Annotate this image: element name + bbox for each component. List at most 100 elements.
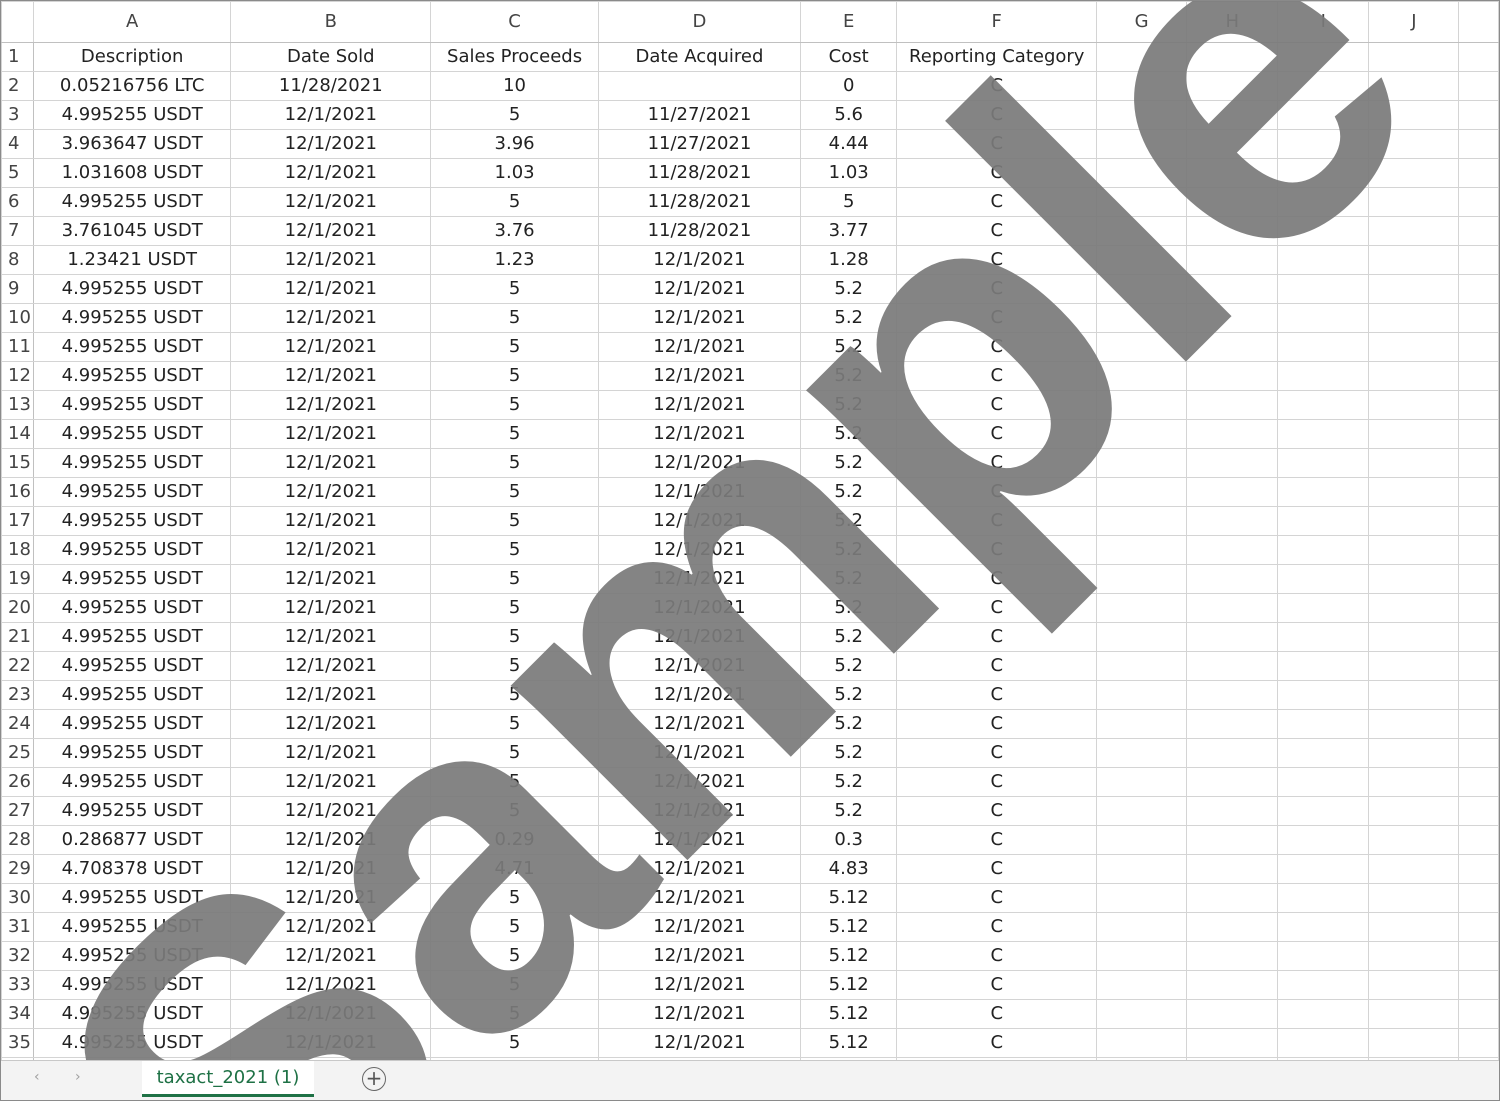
table-cell[interactable]: 1.031608 USDT xyxy=(32,158,232,188)
empty-cell[interactable] xyxy=(1186,999,1279,1029)
table-cell[interactable]: 12/1/2021 xyxy=(230,825,432,855)
table-cell[interactable]: 5.2 xyxy=(800,593,898,623)
table-cell[interactable]: 4.995255 USDT xyxy=(32,535,232,565)
empty-cell[interactable] xyxy=(1277,361,1370,391)
table-cell[interactable] xyxy=(597,71,802,101)
table-cell[interactable]: 5 xyxy=(430,332,599,362)
row-number[interactable]: 27 xyxy=(1,796,34,826)
empty-cell[interactable] xyxy=(1368,680,1460,710)
table-cell[interactable]: 4.995255 USDT xyxy=(32,448,232,478)
table-cell[interactable]: 5.12 xyxy=(800,999,898,1029)
empty-cell[interactable] xyxy=(1096,448,1188,478)
table-cell[interactable]: 5.2 xyxy=(800,303,898,333)
table-cell[interactable]: 12/1/2021 xyxy=(230,680,432,710)
table-cell[interactable]: 5 xyxy=(430,419,599,449)
empty-cell[interactable] xyxy=(1096,274,1188,304)
empty-cell[interactable] xyxy=(1096,390,1188,420)
row-number[interactable]: 20 xyxy=(1,593,34,623)
table-cell[interactable]: 0.286877 USDT xyxy=(32,825,232,855)
table-cell[interactable]: 12/1/2021 xyxy=(230,970,432,1000)
empty-cell[interactable] xyxy=(1277,303,1370,333)
empty-cell[interactable] xyxy=(1458,361,1499,391)
empty-cell[interactable] xyxy=(1368,216,1460,246)
empty-cell[interactable] xyxy=(1368,419,1460,449)
empty-cell[interactable] xyxy=(1368,825,1460,855)
empty-cell[interactable] xyxy=(1458,100,1499,130)
table-cell[interactable]: 0.3 xyxy=(800,825,898,855)
table-cell[interactable]: 5 xyxy=(430,1028,599,1058)
row-number[interactable]: 26 xyxy=(1,767,34,797)
empty-cell[interactable] xyxy=(1368,1028,1460,1058)
table-cell[interactable]: 12/1/2021 xyxy=(597,332,802,362)
table-cell[interactable]: C xyxy=(896,593,1098,623)
empty-cell[interactable] xyxy=(1096,651,1188,681)
table-cell[interactable]: 11/28/2021 xyxy=(230,71,432,101)
table-cell[interactable]: 12/1/2021 xyxy=(230,651,432,681)
row-number[interactable]: 22 xyxy=(1,651,34,681)
empty-cell[interactable] xyxy=(1186,767,1279,797)
table-cell[interactable]: 12/1/2021 xyxy=(230,303,432,333)
table-cell[interactable]: 5.2 xyxy=(800,622,898,652)
table-cell[interactable]: C xyxy=(896,767,1098,797)
empty-cell[interactable] xyxy=(1277,419,1370,449)
table-cell[interactable]: 12/1/2021 xyxy=(597,564,802,594)
table-cell[interactable]: 4.708378 USDT xyxy=(32,854,232,884)
table-cell[interactable]: 12/1/2021 xyxy=(597,419,802,449)
table-cell[interactable]: 5.2 xyxy=(800,448,898,478)
empty-cell[interactable] xyxy=(1186,970,1279,1000)
select-all-corner[interactable] xyxy=(1,1,34,43)
empty-cell[interactable] xyxy=(1368,941,1460,971)
table-cell[interactable]: C xyxy=(896,1028,1098,1058)
empty-cell[interactable] xyxy=(1277,390,1370,420)
empty-cell[interactable] xyxy=(1368,332,1460,362)
empty-cell[interactable] xyxy=(1458,767,1499,797)
table-cell[interactable]: 12/1/2021 xyxy=(230,709,432,739)
table-cell[interactable]: 12/1/2021 xyxy=(597,1028,802,1058)
empty-cell[interactable] xyxy=(1186,564,1279,594)
empty-cell[interactable] xyxy=(1458,71,1499,101)
empty-cell[interactable] xyxy=(1368,912,1460,942)
empty-cell[interactable] xyxy=(1458,535,1499,565)
row-number[interactable]: 9 xyxy=(1,274,34,304)
table-cell[interactable]: C xyxy=(896,303,1098,333)
table-cell[interactable]: 4.995255 USDT xyxy=(32,100,232,130)
table-cell[interactable]: 5.2 xyxy=(800,796,898,826)
add-sheet-icon[interactable]: + xyxy=(362,1067,386,1091)
table-cell[interactable]: 4.995255 USDT xyxy=(32,564,232,594)
empty-cell[interactable] xyxy=(1096,796,1188,826)
table-cell[interactable]: 0.29 xyxy=(430,825,599,855)
table-cell[interactable]: C xyxy=(896,854,1098,884)
row-number[interactable]: 19 xyxy=(1,564,34,594)
table-cell[interactable]: C xyxy=(896,651,1098,681)
table-cell[interactable]: 4.995255 USDT xyxy=(32,274,232,304)
table-cell[interactable]: C xyxy=(896,506,1098,536)
empty-cell[interactable] xyxy=(1277,216,1370,246)
empty-cell[interactable] xyxy=(1186,941,1279,971)
empty-cell[interactable] xyxy=(1277,912,1370,942)
table-cell[interactable]: 12/1/2021 xyxy=(597,622,802,652)
table-cell[interactable]: C xyxy=(896,419,1098,449)
table-cell[interactable]: 4.995255 USDT xyxy=(32,738,232,768)
empty-cell[interactable] xyxy=(1096,419,1188,449)
empty-cell[interactable] xyxy=(1096,506,1188,536)
empty-cell[interactable] xyxy=(1186,187,1279,217)
table-cell[interactable]: 4.995255 USDT xyxy=(32,709,232,739)
column-title-cell[interactable]: Date Sold xyxy=(230,42,432,72)
table-cell[interactable]: 12/1/2021 xyxy=(597,796,802,826)
row-number[interactable]: 17 xyxy=(1,506,34,536)
table-cell[interactable]: 5.2 xyxy=(800,390,898,420)
table-cell[interactable]: 5 xyxy=(430,274,599,304)
table-cell[interactable]: C xyxy=(896,912,1098,942)
empty-cell[interactable] xyxy=(1277,854,1370,884)
empty-cell[interactable] xyxy=(1368,738,1460,768)
table-cell[interactable]: 12/1/2021 xyxy=(230,361,432,391)
empty-cell[interactable] xyxy=(1277,651,1370,681)
table-cell[interactable]: 12/1/2021 xyxy=(597,883,802,913)
row-number[interactable]: 1 xyxy=(1,42,34,72)
table-cell[interactable]: 5.12 xyxy=(800,970,898,1000)
table-cell[interactable]: 12/1/2021 xyxy=(230,593,432,623)
table-cell[interactable]: C xyxy=(896,535,1098,565)
table-cell[interactable]: 4.83 xyxy=(800,854,898,884)
empty-cell[interactable] xyxy=(1277,738,1370,768)
row-number[interactable]: 8 xyxy=(1,245,34,275)
